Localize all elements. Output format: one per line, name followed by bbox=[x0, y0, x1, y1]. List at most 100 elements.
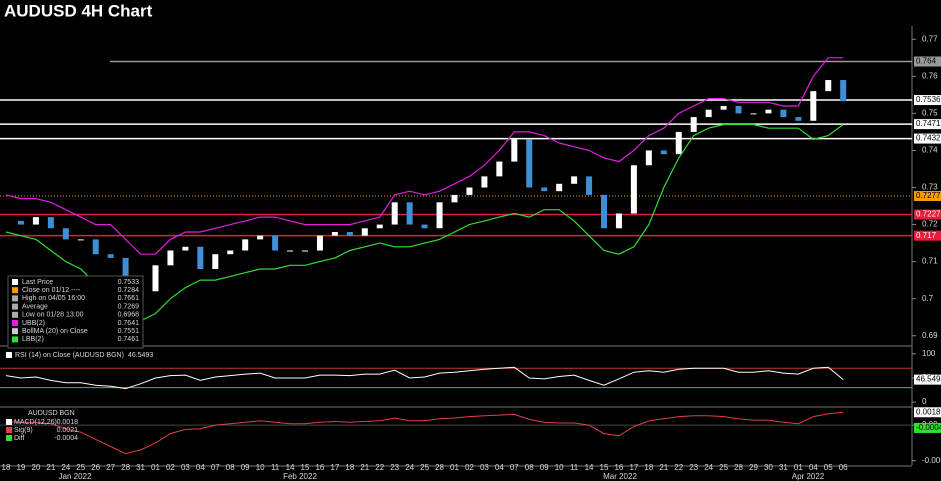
value-label: -0.0004 bbox=[916, 423, 941, 432]
value-label-box bbox=[914, 191, 941, 202]
candle bbox=[496, 161, 503, 177]
value-label-box bbox=[914, 95, 941, 106]
candle bbox=[92, 239, 99, 255]
legend-label: UBB(2) bbox=[22, 320, 45, 327]
value-label-box bbox=[914, 230, 941, 241]
x-tick-label: 09 bbox=[540, 463, 549, 472]
candle bbox=[421, 224, 428, 229]
candle bbox=[705, 109, 712, 118]
x-tick-label: 16 bbox=[315, 463, 324, 472]
candle bbox=[451, 194, 458, 203]
x-tick-label: 24 bbox=[61, 463, 70, 472]
value-label-box bbox=[914, 56, 941, 67]
month-label: Jan 2022 bbox=[59, 472, 92, 481]
y-tick-label: 0.74 bbox=[922, 146, 938, 155]
candle bbox=[601, 194, 607, 229]
value-label-box bbox=[914, 209, 941, 220]
candle bbox=[182, 246, 189, 251]
candle bbox=[511, 139, 518, 162]
x-tick-label: 17 bbox=[629, 463, 638, 472]
x-tick-label: 09 bbox=[241, 463, 250, 472]
legend-swatch bbox=[12, 279, 18, 285]
candle bbox=[391, 202, 398, 225]
x-tick-label: 29 bbox=[749, 463, 758, 472]
x-tick-label: 28 bbox=[121, 463, 130, 472]
x-tick-label: 21 bbox=[659, 463, 668, 472]
x-tick-label: 31 bbox=[136, 463, 145, 472]
indicator-line bbox=[5, 411, 844, 455]
candle bbox=[720, 105, 727, 110]
legend-swatch bbox=[6, 435, 12, 441]
value-label: 0.7536 bbox=[916, 95, 941, 104]
legend-label: Close on 01/12 ---- bbox=[22, 287, 81, 294]
x-tick-label: 21 bbox=[360, 463, 369, 472]
x-tick-label: 04 bbox=[196, 463, 205, 472]
x-tick-label: 08 bbox=[226, 463, 235, 472]
candle bbox=[62, 228, 69, 240]
legend-swatch bbox=[12, 303, 18, 310]
x-tick-label: 18 bbox=[2, 463, 11, 472]
legend-value: 0.7661 bbox=[118, 295, 140, 302]
legend-swatch bbox=[6, 352, 12, 358]
y-tick-label: 0 bbox=[922, 397, 927, 406]
x-tick-label: 20 bbox=[31, 463, 40, 472]
chart-title: AUDUSD 4H Chart bbox=[4, 1, 153, 20]
candle bbox=[331, 231, 338, 236]
candle bbox=[750, 113, 757, 115]
candle bbox=[47, 217, 54, 229]
candle bbox=[660, 150, 667, 155]
candle bbox=[77, 239, 84, 241]
x-tick-label: 10 bbox=[256, 463, 265, 472]
legend-value: 0.0018 bbox=[57, 419, 79, 426]
y-tick-label: 0.75 bbox=[922, 108, 938, 117]
candle bbox=[107, 254, 114, 258]
candle bbox=[376, 224, 383, 229]
legend-value: 0.7641 bbox=[118, 320, 140, 327]
y-tick-label: 100 bbox=[922, 349, 936, 358]
candle bbox=[526, 139, 533, 188]
x-tick-label: 30 bbox=[764, 463, 773, 472]
x-tick-label: 11 bbox=[570, 463, 579, 472]
x-tick-label: 04 bbox=[809, 463, 818, 472]
panel-title: RSI (14) on Close (AUDUSD BGN) 46.5493 bbox=[15, 352, 153, 359]
y-tick-label: 0.73 bbox=[922, 183, 938, 192]
panel-title-text: RSI (14) on Close (AUDUSD BGN) bbox=[15, 352, 124, 359]
month-label: Mar 2022 bbox=[603, 472, 637, 481]
indicator-line bbox=[5, 366, 844, 390]
legend-value: 0.7284 bbox=[118, 287, 140, 294]
legend-swatch bbox=[12, 311, 18, 318]
candle bbox=[302, 250, 308, 252]
value-label-box bbox=[914, 407, 941, 418]
x-tick-label: 22 bbox=[674, 463, 683, 472]
y-tick-label: 0.72 bbox=[922, 220, 938, 229]
x-tick-label: 02 bbox=[166, 463, 175, 472]
legend-value: 0.7551 bbox=[118, 328, 140, 335]
legend-label: Sig(9) bbox=[14, 427, 33, 434]
x-tick-label: 11 bbox=[271, 463, 280, 472]
x-tick-label: 01 bbox=[450, 463, 459, 472]
value-label: 0.7227 bbox=[916, 210, 941, 219]
candle bbox=[571, 176, 578, 184]
candle bbox=[586, 176, 593, 195]
legend-swatch bbox=[12, 328, 18, 335]
y-tick-label: 0.7 bbox=[922, 294, 934, 303]
value-label-box bbox=[914, 422, 941, 433]
candle bbox=[615, 213, 622, 229]
legend-label: Diff bbox=[14, 435, 24, 442]
candle bbox=[227, 250, 234, 255]
x-tick-label: 19 bbox=[16, 463, 25, 472]
candle bbox=[346, 231, 353, 236]
legend-value: 0.7533 bbox=[118, 279, 140, 286]
candle bbox=[406, 202, 413, 225]
candle bbox=[287, 250, 294, 252]
legend-label: Last Price bbox=[22, 279, 53, 286]
candle bbox=[197, 246, 204, 270]
y-tick-label: 0.76 bbox=[922, 71, 938, 80]
x-tick-label: 27 bbox=[106, 463, 115, 472]
x-tick-label: 25 bbox=[420, 463, 429, 472]
x-tick-label: 31 bbox=[779, 463, 788, 472]
x-tick-label: 05 bbox=[824, 463, 833, 472]
x-tick-label: 01 bbox=[151, 463, 160, 472]
y-tick-label: 0.69 bbox=[922, 331, 938, 340]
